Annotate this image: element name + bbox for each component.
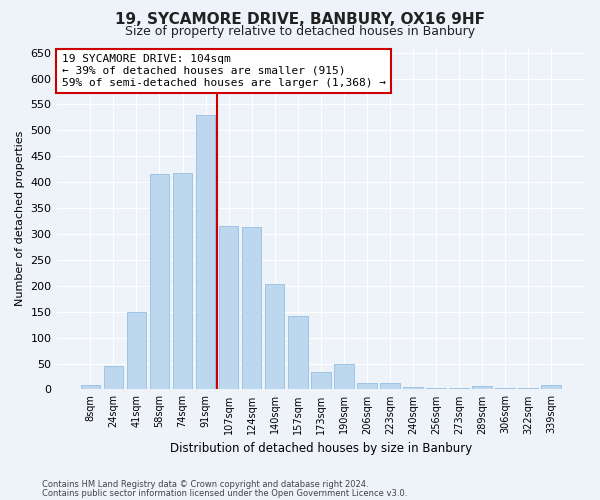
Bar <box>311 372 331 390</box>
Bar <box>380 383 400 390</box>
Bar <box>265 284 284 390</box>
Text: Size of property relative to detached houses in Banbury: Size of property relative to detached ho… <box>125 25 475 38</box>
Bar <box>518 388 538 390</box>
Bar <box>403 387 423 390</box>
Bar <box>426 388 446 390</box>
Bar <box>196 115 215 390</box>
Bar <box>334 364 353 390</box>
Bar <box>104 366 123 390</box>
Bar <box>242 228 262 390</box>
Text: Contains HM Land Registry data © Crown copyright and database right 2024.: Contains HM Land Registry data © Crown c… <box>42 480 368 489</box>
Text: Contains public sector information licensed under the Open Government Licence v3: Contains public sector information licen… <box>42 489 407 498</box>
Bar <box>496 388 515 390</box>
Bar <box>80 386 100 390</box>
Bar <box>219 226 238 390</box>
Bar <box>472 386 492 390</box>
Bar <box>541 386 561 390</box>
Bar <box>449 388 469 390</box>
Bar <box>173 173 193 390</box>
Bar <box>288 316 308 390</box>
Bar <box>149 174 169 390</box>
Y-axis label: Number of detached properties: Number of detached properties <box>15 131 25 306</box>
Text: 19, SYCAMORE DRIVE, BANBURY, OX16 9HF: 19, SYCAMORE DRIVE, BANBURY, OX16 9HF <box>115 12 485 28</box>
X-axis label: Distribution of detached houses by size in Banbury: Distribution of detached houses by size … <box>170 442 472 455</box>
Bar <box>127 312 146 390</box>
Text: 19 SYCAMORE DRIVE: 104sqm
← 39% of detached houses are smaller (915)
59% of semi: 19 SYCAMORE DRIVE: 104sqm ← 39% of detac… <box>62 54 386 88</box>
Bar <box>357 382 377 390</box>
